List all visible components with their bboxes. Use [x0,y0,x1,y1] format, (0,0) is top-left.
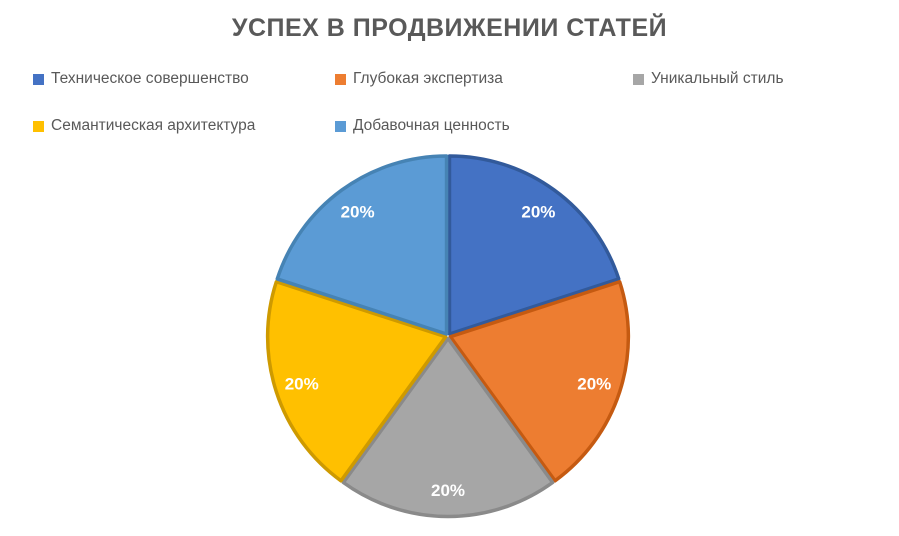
legend-label: Техническое совершенство [51,70,249,87]
pie-slice-label-3: 20% [285,375,319,394]
legend-label: Семантическая архитектура [51,117,256,134]
chart-legend: Техническое совершенство Глубокая экспер… [33,66,873,139]
chart-title: УСПЕХ В ПРОДВИЖЕНИИ СТАТЕЙ [231,14,668,42]
legend-label: Добавочная ценность [353,117,510,134]
pie-slice-1 [448,280,631,483]
legend-item: Семантическая архитектура [33,113,335,139]
legend-marker [33,73,44,85]
pie-slice-3 [265,280,448,483]
legend-marker [33,120,44,132]
legend-item: Добавочная ценность [335,113,633,139]
pie-slice-label-4: 20% [341,203,375,222]
pie-slice-label-0: 20% [521,203,555,222]
legend-item: Техническое совершенство [33,66,335,92]
legend-marker [335,73,346,85]
pie-slice-4 [275,154,449,336]
pie-slice-0 [447,154,621,336]
legend-marker [633,73,644,85]
pie-chart: 20% 20% 20% 20% 20% [265,154,631,519]
pie-slice-2 [341,336,555,519]
legend-marker [335,120,346,132]
legend-item: Глубокая экспертиза [335,66,633,92]
pie-slice-label-1: 20% [577,375,611,394]
legend-label: Глубокая экспертиза [353,70,503,87]
pie-slice-label-2: 20% [431,481,465,500]
legend-label: Уникальный стиль [651,70,784,87]
legend-item: Уникальный стиль [633,66,873,92]
